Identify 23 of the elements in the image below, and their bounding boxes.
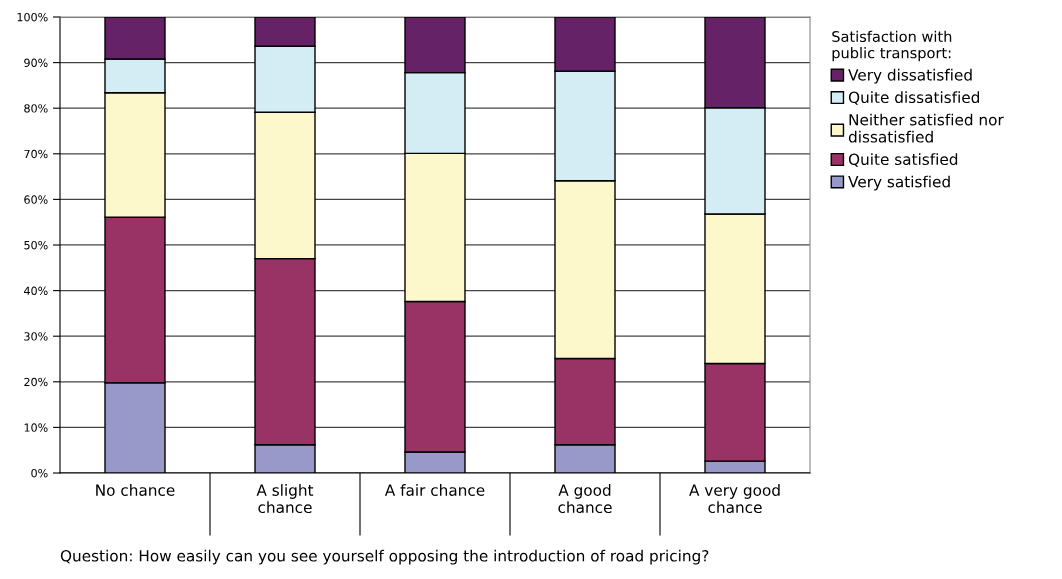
x-tick-label: No chance xyxy=(96,484,175,496)
legend-label: Very satisfied xyxy=(848,175,950,191)
y-tick-label: 80% xyxy=(24,104,48,113)
legend-title: Satisfaction with public transport: xyxy=(832,30,952,62)
y-tick-label: 60% xyxy=(24,195,48,204)
y-tick-label: 100% xyxy=(17,12,48,22)
y-tick-label: 20% xyxy=(24,377,48,387)
legend-label: Quite satisfied xyxy=(848,153,958,167)
y-tick-label: 30% xyxy=(24,332,48,341)
x-tick-label: A fair chance xyxy=(384,484,485,496)
y-tick-label: 0% xyxy=(31,468,48,478)
legend-label: Neither satisfied nor dissatisfied xyxy=(848,113,1004,143)
legend-label: Very dissatisfied xyxy=(848,68,972,84)
y-tick-label: 40% xyxy=(24,286,48,295)
y-tick-label: 90% xyxy=(24,58,48,67)
text: Question: How easily can you see yourself opposing the introduction of road pricing? xyxy=(60,549,709,565)
x-tick-label: A slight chance xyxy=(256,484,314,514)
y-tick-label: 70% xyxy=(24,149,48,159)
y-tick-label: 10% xyxy=(24,423,48,432)
x-tick-label: A good chance xyxy=(558,484,612,514)
x-tick-label: A very good chance xyxy=(689,484,780,514)
y-tick-label: 50% xyxy=(24,240,48,250)
legend-label: Quite dissatisfied xyxy=(848,91,980,105)
